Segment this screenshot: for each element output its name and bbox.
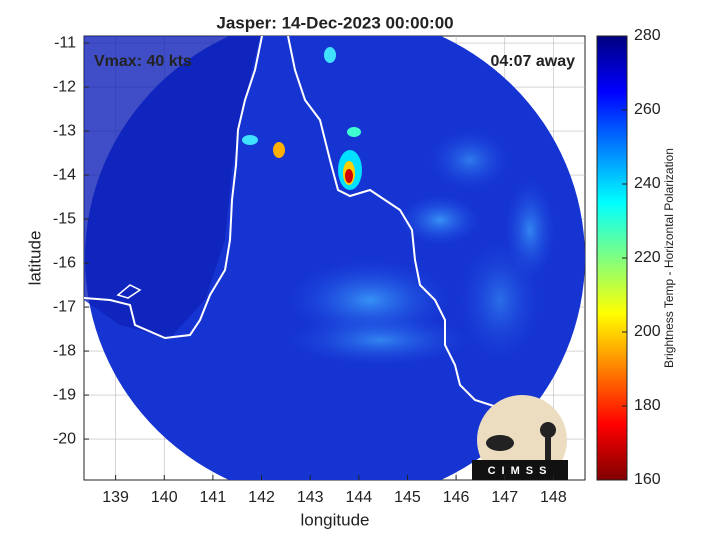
colorbar-tick-label: 160 xyxy=(634,471,661,488)
y-tick-label: -16 xyxy=(53,254,76,271)
y-tick-label: -13 xyxy=(53,122,76,139)
x-tick-label: 139 xyxy=(102,489,129,506)
y-tick-label: -14 xyxy=(53,166,76,183)
x-tick-label: 147 xyxy=(491,489,518,506)
colorbar-tick-label: 280 xyxy=(634,27,661,44)
colorbar-tick-label: 220 xyxy=(634,249,661,266)
annotation: Vmax: 40 kts xyxy=(94,53,192,70)
satellite-image xyxy=(84,36,585,480)
colorbar-tick-label: 200 xyxy=(634,323,661,340)
colorbar-tick-label: 240 xyxy=(634,175,661,192)
x-tick-label: 141 xyxy=(200,489,227,506)
logo-text: CIMSS xyxy=(488,465,553,477)
x-tick-label: 148 xyxy=(540,489,567,506)
y-tick-label: -12 xyxy=(53,78,76,95)
x-tick-label: 145 xyxy=(394,489,421,506)
x-axis-label: longitude xyxy=(300,510,369,529)
x-tick-label: 143 xyxy=(297,489,324,506)
y-tick-label: -18 xyxy=(53,342,76,359)
y-tick-label: -17 xyxy=(53,298,76,315)
y-tick-label: -19 xyxy=(53,386,76,403)
y-tick-label: -11 xyxy=(54,34,76,51)
annotation: 04:07 away xyxy=(490,53,575,70)
x-tick-label: 146 xyxy=(443,489,470,506)
colorbar-label: Brightness Temp - Horizontal Polarizatio… xyxy=(662,148,676,368)
x-tick-label: 140 xyxy=(151,489,178,506)
colorbar-tick-label: 260 xyxy=(634,101,661,118)
colorbar-tick-label: 180 xyxy=(634,397,661,414)
x-tick-label: 142 xyxy=(248,489,275,506)
chart-title: Jasper: 14-Dec-2023 00:00:00 xyxy=(216,13,453,32)
y-axis-label: latitude xyxy=(25,231,44,286)
x-tick-label: 144 xyxy=(345,489,372,506)
y-tick-label: -15 xyxy=(53,210,76,227)
y-tick-label: -20 xyxy=(53,430,76,447)
